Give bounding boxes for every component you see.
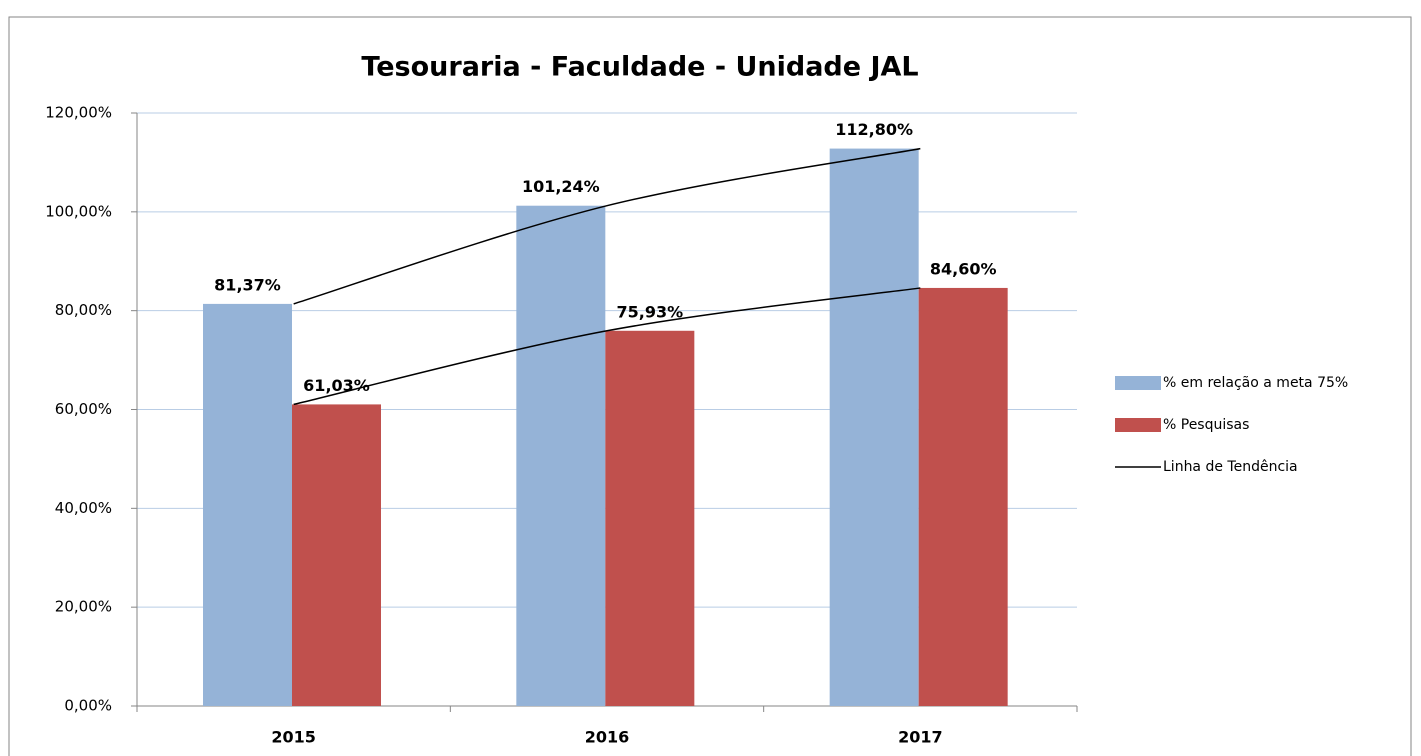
bar xyxy=(292,404,381,706)
data-label: 75,93% xyxy=(617,302,684,321)
y-tick-label: 100,00% xyxy=(45,202,112,220)
chart-title: Tesouraria - Faculdade - Unidade JAL xyxy=(361,52,918,83)
trend-line xyxy=(293,147,921,305)
y-tick-label: 80,00% xyxy=(55,301,112,319)
trend-line xyxy=(293,287,921,406)
data-label: 101,24% xyxy=(522,177,600,196)
data-label: 81,37% xyxy=(214,275,281,294)
y-tick-label: 120,00% xyxy=(45,104,112,122)
legend-label: % Pesquisas xyxy=(1163,417,1249,433)
data-label: 84,60% xyxy=(930,259,997,278)
legend-swatch xyxy=(1115,418,1161,432)
x-tick-label: 2016 xyxy=(585,728,630,747)
data-label: 112,80% xyxy=(835,120,913,139)
bar xyxy=(829,148,919,706)
bar xyxy=(605,330,695,706)
bar xyxy=(516,205,606,706)
legend-label: % em relação a meta 75% xyxy=(1163,375,1348,391)
bar xyxy=(203,303,292,706)
data-label: 61,03% xyxy=(303,376,370,395)
y-tick-label: 40,00% xyxy=(55,499,112,517)
y-tick-label: 20,00% xyxy=(55,598,112,616)
legend-swatch xyxy=(1115,376,1161,390)
y-tick-label: 60,00% xyxy=(55,400,112,418)
x-tick-label: 2015 xyxy=(271,728,316,747)
x-tick-label: 2017 xyxy=(898,728,943,747)
y-tick-label: 0,00% xyxy=(64,697,112,715)
bar xyxy=(918,287,1008,706)
legend-label: Linha de Tendência xyxy=(1163,459,1298,475)
